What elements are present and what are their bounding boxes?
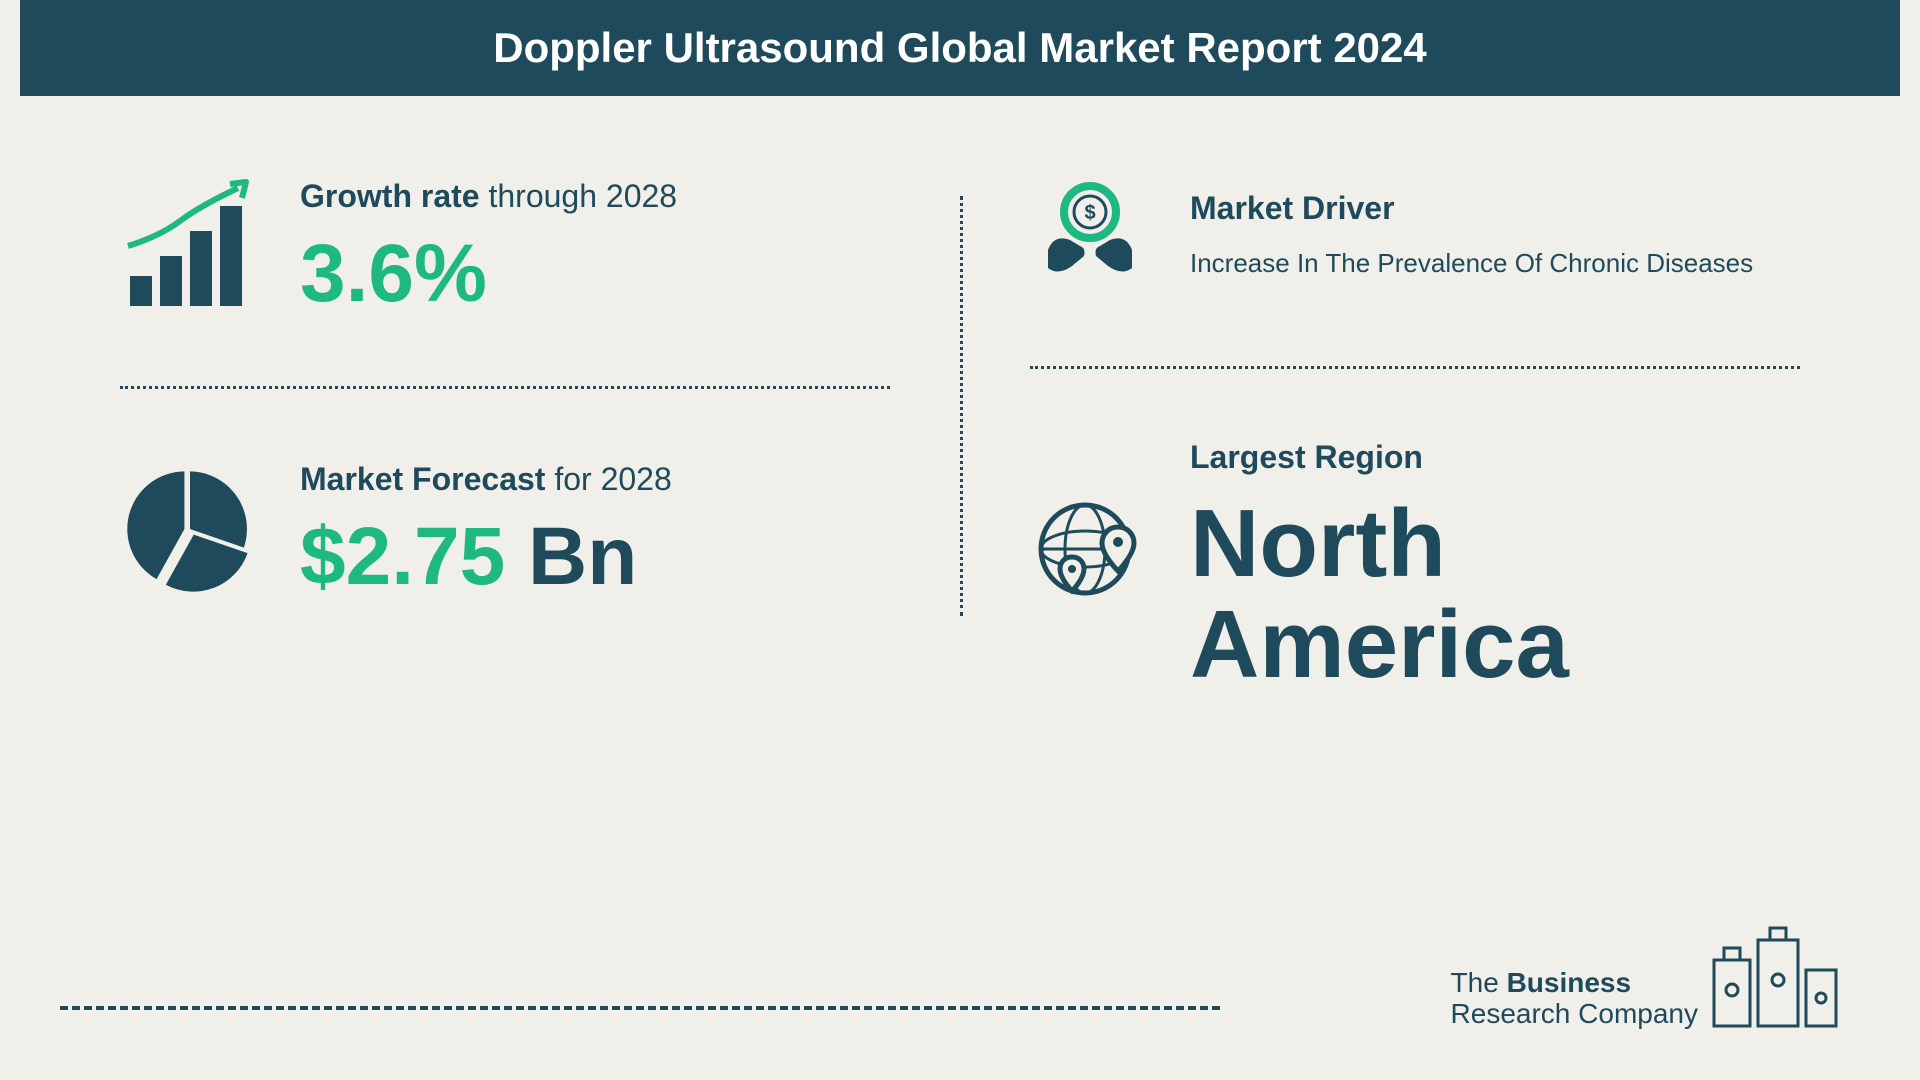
forecast-value-prefix: $2.75	[300, 511, 528, 602]
hands-coin-icon: $	[1030, 176, 1150, 296]
content-area: Growth rate through 2028 3.6% Market For…	[0, 96, 1920, 696]
region-label: Largest Region	[1190, 439, 1800, 476]
globe-pin-icon	[1030, 489, 1150, 609]
driver-label-bold: Market Driver	[1190, 190, 1395, 226]
vertical-divider	[960, 196, 963, 616]
bottom-dashed-line	[60, 1006, 1220, 1010]
left-column: Growth rate through 2028 3.6% Market For…	[120, 176, 950, 696]
page-title: Doppler Ultrasound Global Market Report …	[493, 24, 1427, 72]
forecast-block: Market Forecast for 2028 $2.75 Bn	[120, 459, 890, 599]
horizontal-divider-right	[1030, 366, 1800, 369]
logo-line2: Research Company	[1451, 999, 1698, 1030]
growth-label: Growth rate through 2028	[300, 178, 890, 215]
growth-value: 3.6%	[300, 233, 890, 315]
driver-label: Market Driver	[1190, 190, 1800, 227]
header-bar: Doppler Ultrasound Global Market Report …	[20, 0, 1900, 96]
logo-text: The Business Research Company	[1451, 968, 1698, 1030]
region-line2: America	[1190, 595, 1800, 696]
forecast-label-bold: Market Forecast	[300, 461, 545, 497]
svg-text:$: $	[1084, 202, 1095, 224]
growth-chart-icon	[120, 176, 260, 316]
forecast-value: $2.75 Bn	[300, 516, 890, 598]
pie-chart-icon	[120, 459, 260, 599]
region-label-bold: Largest Region	[1190, 439, 1423, 475]
forecast-text: Market Forecast for 2028 $2.75 Bn	[300, 461, 890, 598]
growth-label-bold: Growth rate	[300, 178, 480, 214]
right-column: $ Market Driver Increase In The Prevalen…	[950, 176, 1800, 696]
logo-buildings-icon	[1710, 920, 1840, 1030]
forecast-label-rest: for 2028	[545, 461, 671, 497]
growth-text: Growth rate through 2028 3.6%	[300, 178, 890, 315]
region-value: North America	[1190, 494, 1800, 696]
region-text-wrap: Largest Region North America	[1190, 439, 1800, 696]
region-line1: North	[1190, 494, 1800, 595]
forecast-value-suffix: Bn	[528, 511, 637, 602]
forecast-label: Market Forecast for 2028	[300, 461, 890, 498]
region-block: Largest Region North America	[1030, 439, 1800, 696]
logo-line1: The Business	[1451, 968, 1698, 999]
growth-block: Growth rate through 2028 3.6%	[120, 176, 890, 316]
driver-text-wrap: Market Driver Increase In The Prevalence…	[1190, 190, 1800, 281]
driver-block: $ Market Driver Increase In The Prevalen…	[1030, 176, 1800, 296]
company-logo: The Business Research Company	[1451, 920, 1840, 1030]
driver-description: Increase In The Prevalence Of Chronic Di…	[1190, 245, 1800, 281]
growth-label-rest: through 2028	[480, 178, 678, 214]
horizontal-divider-left	[120, 386, 890, 389]
